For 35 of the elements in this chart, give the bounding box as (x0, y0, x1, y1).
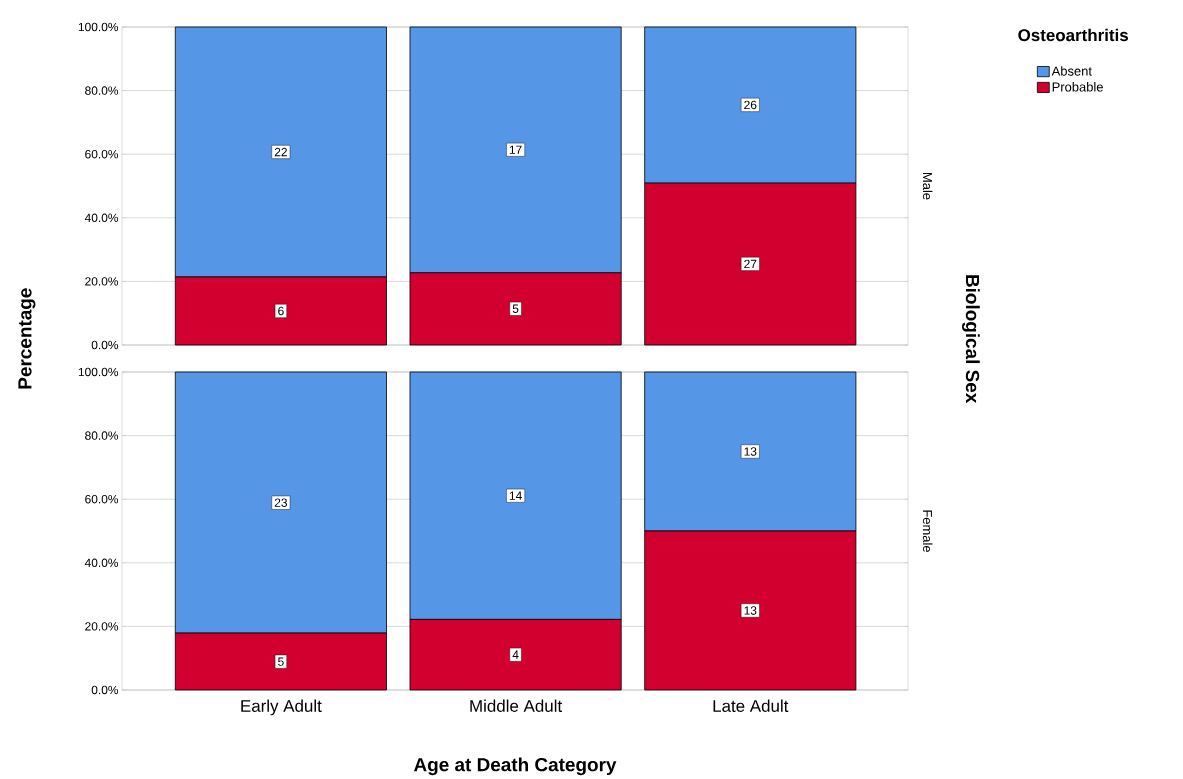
y-tick-label: 0.0% (91, 341, 119, 350)
y-axis-title: Percentage (18, 288, 36, 389)
annotation: 17 (509, 145, 522, 155)
annotation: 6 (278, 306, 284, 316)
x-axis-title: Age at Death Category (413, 757, 617, 776)
y2-axis-title: Male (922, 173, 933, 200)
x-tick-label: Middle Adult (470, 699, 563, 713)
x-tick-label: Early Adult (241, 699, 322, 716)
x-tick-label: Late Adult (713, 699, 789, 713)
y-tick-label: 20.0% (85, 622, 119, 631)
y-tick-label: 80.0% (85, 431, 119, 441)
y-tick-label: 100.0% (78, 368, 119, 377)
y2-axis-title: Female (922, 510, 933, 553)
annotation: 13 (744, 606, 757, 615)
annotation: 23 (274, 498, 288, 508)
annotation: 22 (274, 148, 287, 157)
y-tick-label: 40.0% (84, 213, 119, 223)
y-tick-label: 100.0% (78, 23, 119, 32)
annotation: 14 (509, 491, 522, 501)
y-tick-label: 20.0% (85, 277, 119, 286)
y-tick-label: 60.0% (85, 495, 119, 504)
legend-label: Absent (1051, 66, 1092, 76)
y-tick-label: 80.0% (85, 86, 119, 96)
annotation: 26 (744, 100, 757, 110)
annotation: 13 (744, 447, 757, 456)
y-tick-label: 60.0% (85, 150, 119, 159)
y-tick-label: 40.0% (84, 558, 119, 568)
annotation: 27 (744, 259, 757, 269)
text: Biological Sex (962, 275, 980, 404)
annotation: 4 (512, 650, 519, 660)
y-tick-label: 0.0% (91, 686, 119, 695)
legend-label: Probable (1052, 82, 1103, 92)
annotation: 5 (512, 304, 519, 314)
annotation: 5 (278, 657, 284, 667)
legend-title: Osteoarthritis (1018, 28, 1128, 42)
